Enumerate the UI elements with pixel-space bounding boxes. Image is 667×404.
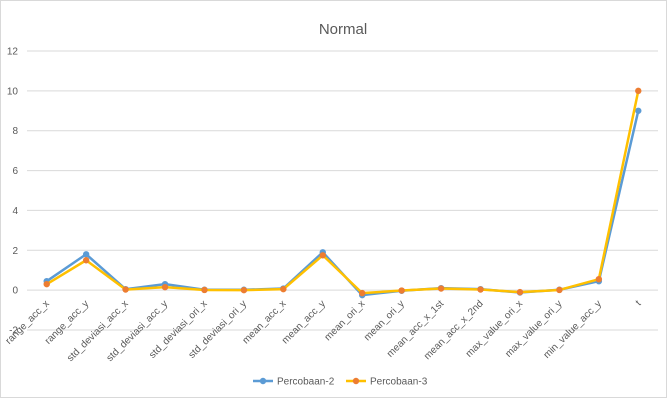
- series-line-1: [46, 110, 640, 297]
- data-point: [359, 289, 366, 297]
- x-axis-ticks: range_acc_xrange_acc_ystd_deviasi_acc_xs…: [4, 298, 644, 364]
- y-tick-label: 6: [12, 166, 18, 177]
- y-tick-label: 10: [7, 86, 19, 97]
- data-point: [201, 286, 208, 294]
- legend-label: Percobaan-2: [277, 377, 335, 388]
- data-point: [319, 252, 326, 259]
- data-point: [398, 287, 405, 294]
- data-point: [635, 107, 642, 114]
- data-point: [240, 286, 248, 294]
- data-point: [82, 251, 90, 258]
- data-point: [161, 283, 169, 291]
- legend-swatch-marker: [352, 377, 360, 385]
- data-point: [556, 286, 563, 294]
- series-line-2: [46, 90, 640, 295]
- x-tick-label: t: [634, 298, 644, 308]
- y-tick-label: -2: [9, 326, 18, 337]
- y-tick-label: 2: [12, 246, 18, 257]
- series-lines: [43, 87, 642, 299]
- y-tick-label: 4: [12, 206, 18, 217]
- data-point: [122, 286, 129, 293]
- data-point: [82, 257, 90, 264]
- data-point: [635, 87, 642, 95]
- legend-label: Percobaan-3: [370, 377, 428, 388]
- chart-title: Normal: [319, 21, 367, 38]
- legend: Percobaan-2 Percobaan-3: [253, 377, 428, 388]
- y-tick-label: 0: [12, 286, 18, 297]
- data-point: [437, 285, 445, 292]
- data-point: [280, 285, 287, 293]
- data-point: [595, 275, 603, 283]
- data-point: [477, 286, 484, 293]
- y-axis-ticks: -2 0 2 4 6 8 10 12: [7, 47, 19, 337]
- x-tick-label: mean_ori_x: [323, 298, 368, 343]
- data-point: [43, 280, 50, 288]
- data-point: [516, 288, 524, 296]
- y-tick-label: 8: [12, 126, 18, 137]
- legend-swatch-marker: [259, 377, 267, 385]
- y-tick-label: 12: [7, 47, 19, 58]
